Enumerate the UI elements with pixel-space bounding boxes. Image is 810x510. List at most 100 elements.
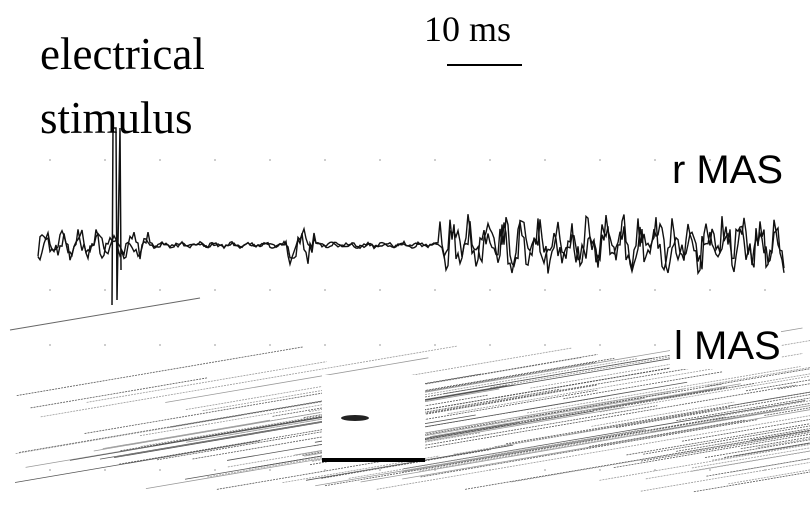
hatch-line (465, 430, 810, 490)
hatch-line (682, 419, 810, 442)
grid-dot (489, 344, 491, 346)
grid-dot (379, 344, 381, 346)
grid-dot (269, 344, 271, 346)
hatch-line (324, 415, 735, 487)
hatch-line (563, 371, 723, 400)
grid-dot (434, 469, 436, 471)
grid-dot (709, 289, 711, 291)
hatch-line (40, 345, 458, 418)
grid-dot (709, 469, 711, 471)
hatch-line (99, 419, 331, 460)
grid-dot (104, 289, 106, 291)
grid-dot (654, 469, 656, 471)
hatch-line (593, 386, 727, 411)
hatch-line (616, 394, 810, 428)
grid-dot (489, 159, 491, 161)
hatch-line (778, 383, 810, 390)
grid-dot (104, 344, 106, 346)
grid-dot (214, 469, 216, 471)
hatch-line (86, 361, 327, 403)
grid-dot (654, 344, 656, 346)
grid-dot (379, 469, 381, 471)
grid-dot (104, 159, 106, 161)
hatch-line (360, 405, 810, 483)
grid-dot (764, 159, 766, 161)
hatch-line (216, 459, 392, 490)
stimulus-artifact (111, 127, 122, 306)
hatch-line (420, 419, 759, 478)
hatch-line (9, 297, 201, 331)
hatch-line (757, 438, 810, 448)
grid-dot (269, 289, 271, 291)
grid-dot (764, 469, 766, 471)
hatch-line (376, 415, 810, 490)
lower-trace-label: l MAS (670, 324, 781, 369)
hatch-line (321, 449, 491, 479)
hatch-line (705, 439, 810, 458)
grid-dot (324, 159, 326, 161)
hatch-line (613, 433, 810, 469)
grid-dot (214, 344, 216, 346)
hatch-line (402, 438, 594, 473)
hatch-line (640, 462, 810, 492)
upper-trace-label: r MAS (672, 148, 784, 192)
grid-dot (489, 289, 491, 291)
hatch-line (453, 413, 691, 455)
hatch-line (207, 415, 567, 478)
hatch-line (745, 379, 810, 392)
hatch-line (643, 425, 810, 455)
hatch-line (589, 419, 745, 447)
hatch-line (511, 430, 810, 483)
hatch-line (227, 381, 688, 461)
hatch-line (102, 419, 271, 450)
hatch-line (69, 384, 515, 461)
hatch-line (526, 366, 801, 414)
hatch-line (641, 432, 810, 462)
grid-dot (159, 344, 161, 346)
grid-dot (599, 344, 601, 346)
hatch-line (740, 436, 810, 450)
stimulus-label: electrical stimulus (40, 29, 205, 143)
grid-dot (49, 344, 51, 346)
hatch-line (238, 358, 637, 427)
grid-dot (269, 159, 271, 161)
grid-dot (599, 469, 601, 471)
hatch-line (750, 429, 810, 441)
hatch-line (626, 423, 810, 456)
hatch-line (315, 429, 647, 487)
hatch-line (390, 352, 703, 407)
hatch-line (305, 444, 514, 481)
grid-dot (544, 344, 546, 346)
grid-dot (214, 159, 216, 161)
hatch-line (348, 446, 536, 479)
hatch-line (401, 361, 596, 396)
hatch-line (16, 346, 304, 396)
hatch-line (676, 428, 810, 452)
hatch-line (15, 414, 243, 454)
grid-dot (434, 289, 436, 291)
hatch-line (140, 409, 358, 447)
hatch-line (591, 401, 735, 427)
grid-dot (764, 289, 766, 291)
grid-dot (709, 159, 711, 161)
hatch-line (402, 409, 810, 480)
grid-dot (324, 344, 326, 346)
grid-dot (544, 469, 546, 471)
hatch-line (14, 440, 261, 483)
hatch-line (724, 442, 810, 458)
grid-dot (159, 469, 161, 471)
grid-dot (159, 289, 161, 291)
grid-dot (544, 159, 546, 161)
grid-dot (49, 159, 51, 161)
hatch-line (429, 383, 741, 438)
grid-dot (324, 469, 326, 471)
grid-dot (654, 289, 656, 291)
hatch-line (93, 412, 321, 452)
grid-dot (269, 469, 271, 471)
grid-dot (599, 159, 601, 161)
grid-dot (379, 159, 381, 161)
hatch-line (691, 447, 810, 469)
hatch-line (764, 407, 810, 416)
